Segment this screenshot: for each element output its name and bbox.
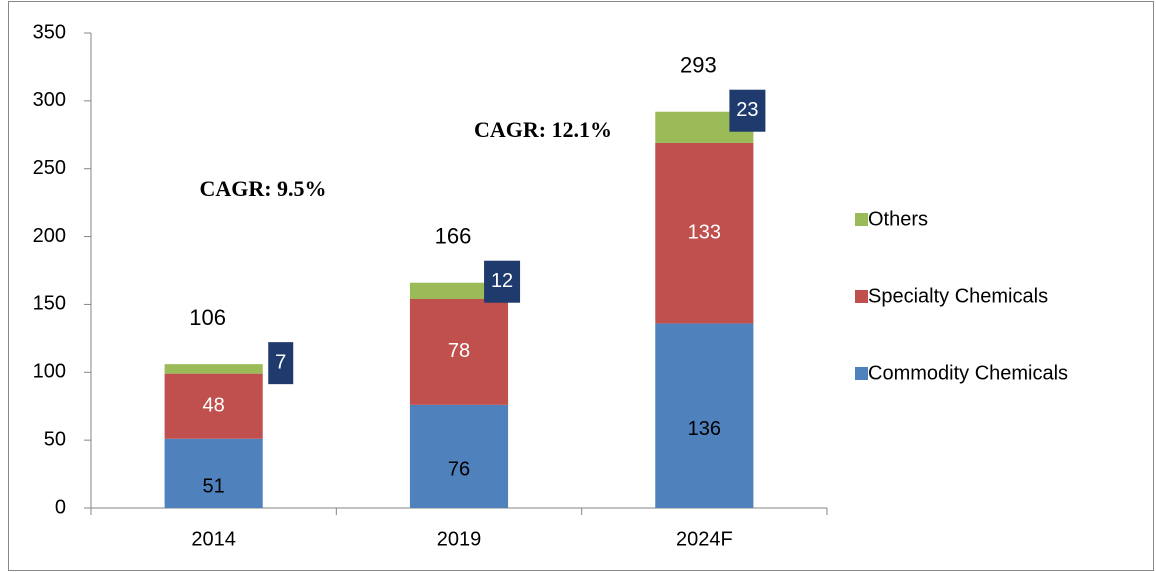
y-tick-label: 0 <box>55 496 66 518</box>
bar-segment <box>164 373 263 439</box>
value-label-box <box>268 342 294 385</box>
value-label-box <box>729 89 766 132</box>
total-label: 293 <box>680 53 717 78</box>
bar-segment <box>409 282 509 299</box>
x-tick-label: 2024F <box>676 528 733 550</box>
annotation: CAGR: 12.1% <box>474 117 612 142</box>
value-label: 51 <box>203 476 225 498</box>
bar-segment <box>164 364 263 374</box>
annotation: CAGR: 9.5% <box>199 176 326 201</box>
y-tick-label: 50 <box>44 428 66 450</box>
x-tick-label: 2014 <box>191 528 236 550</box>
value-label: 76 <box>448 459 470 481</box>
value-label: 78 <box>448 340 470 362</box>
value-label: 133 <box>688 221 721 243</box>
value-label: 48 <box>203 394 225 416</box>
x-tick-label: 2019 <box>437 528 482 550</box>
value-label: 23 <box>736 99 758 121</box>
y-tick-label: 350 <box>33 21 66 43</box>
y-tick-label: 300 <box>33 89 66 111</box>
legend-swatch <box>855 213 868 226</box>
bar-segment <box>164 438 263 508</box>
legend-label: Commodity Chemicals <box>868 362 1068 384</box>
y-tick-label: 150 <box>33 293 66 315</box>
chart-frame <box>8 1 1154 571</box>
value-label: 136 <box>688 418 721 440</box>
bar-segment <box>655 323 754 508</box>
bar-segment <box>409 299 509 405</box>
y-tick-label: 100 <box>33 361 66 383</box>
total-label: 106 <box>189 305 226 330</box>
legend-swatch <box>855 367 868 380</box>
legend-label: Others <box>868 208 928 230</box>
y-tick-label: 200 <box>33 225 66 247</box>
legend-label: Specialty Chemicals <box>868 285 1048 307</box>
legend-swatch <box>855 290 868 303</box>
y-tick-label: 250 <box>33 157 66 179</box>
value-label: 7 <box>275 351 286 373</box>
total-label: 166 <box>435 224 472 249</box>
bar-segment <box>655 142 754 324</box>
bar-segment <box>409 404 509 508</box>
value-label-box <box>484 260 521 303</box>
value-label: 12 <box>491 270 513 292</box>
